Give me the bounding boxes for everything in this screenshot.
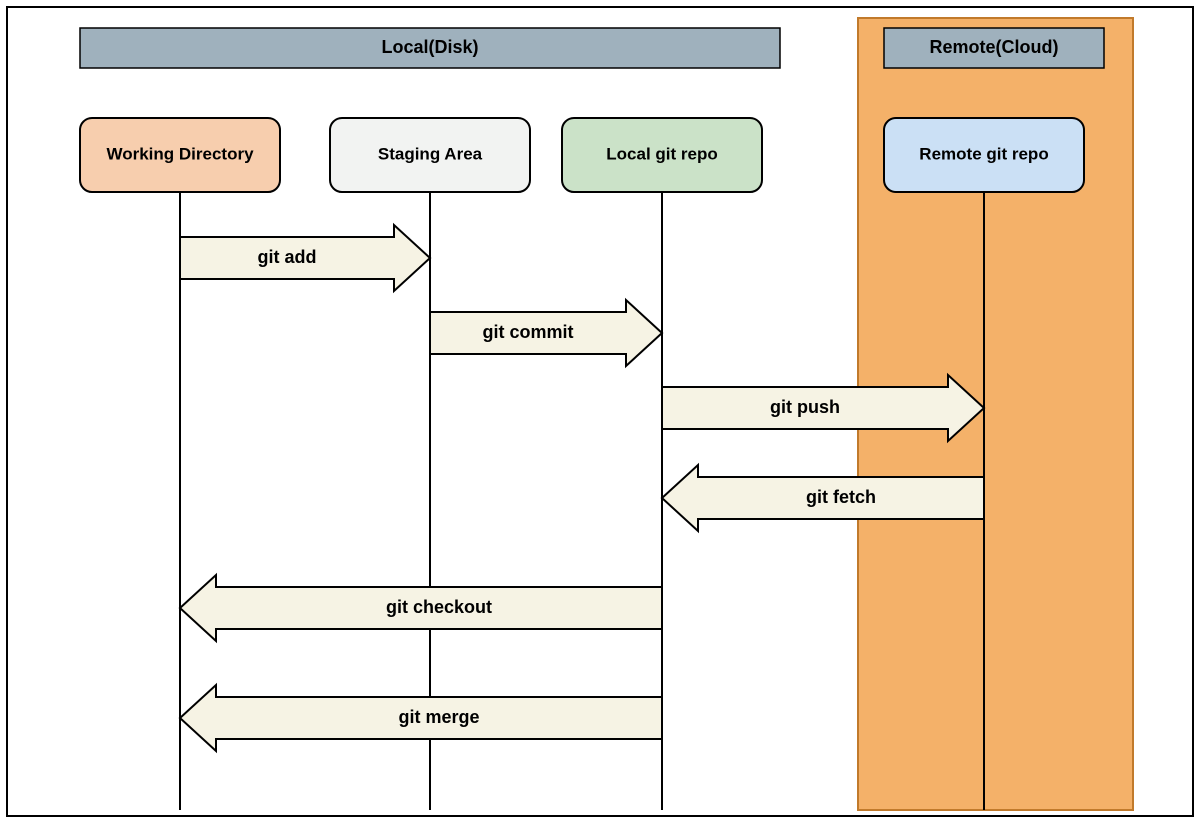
- lane-rr-label: Remote git repo: [919, 144, 1048, 163]
- lane-lr-label: Local git repo: [606, 144, 717, 163]
- arrow-fetch-label: git fetch: [806, 487, 876, 507]
- arrow-push-label: git push: [770, 397, 840, 417]
- arrow-merge-label: git merge: [398, 707, 479, 727]
- arrow-add-label: git add: [258, 247, 317, 267]
- lane-wd-label: Working Directory: [106, 144, 254, 163]
- lane-sa-label: Staging Area: [378, 144, 483, 163]
- remote-header-label: Remote(Cloud): [930, 37, 1059, 57]
- git-workflow-diagram: Local(Disk) Remote(Cloud) Working Director…: [0, 0, 1200, 823]
- arrow-commit-label: git commit: [482, 322, 573, 342]
- local-header-label: Local(Disk): [381, 37, 478, 57]
- arrow-checkout-label: git checkout: [386, 597, 492, 617]
